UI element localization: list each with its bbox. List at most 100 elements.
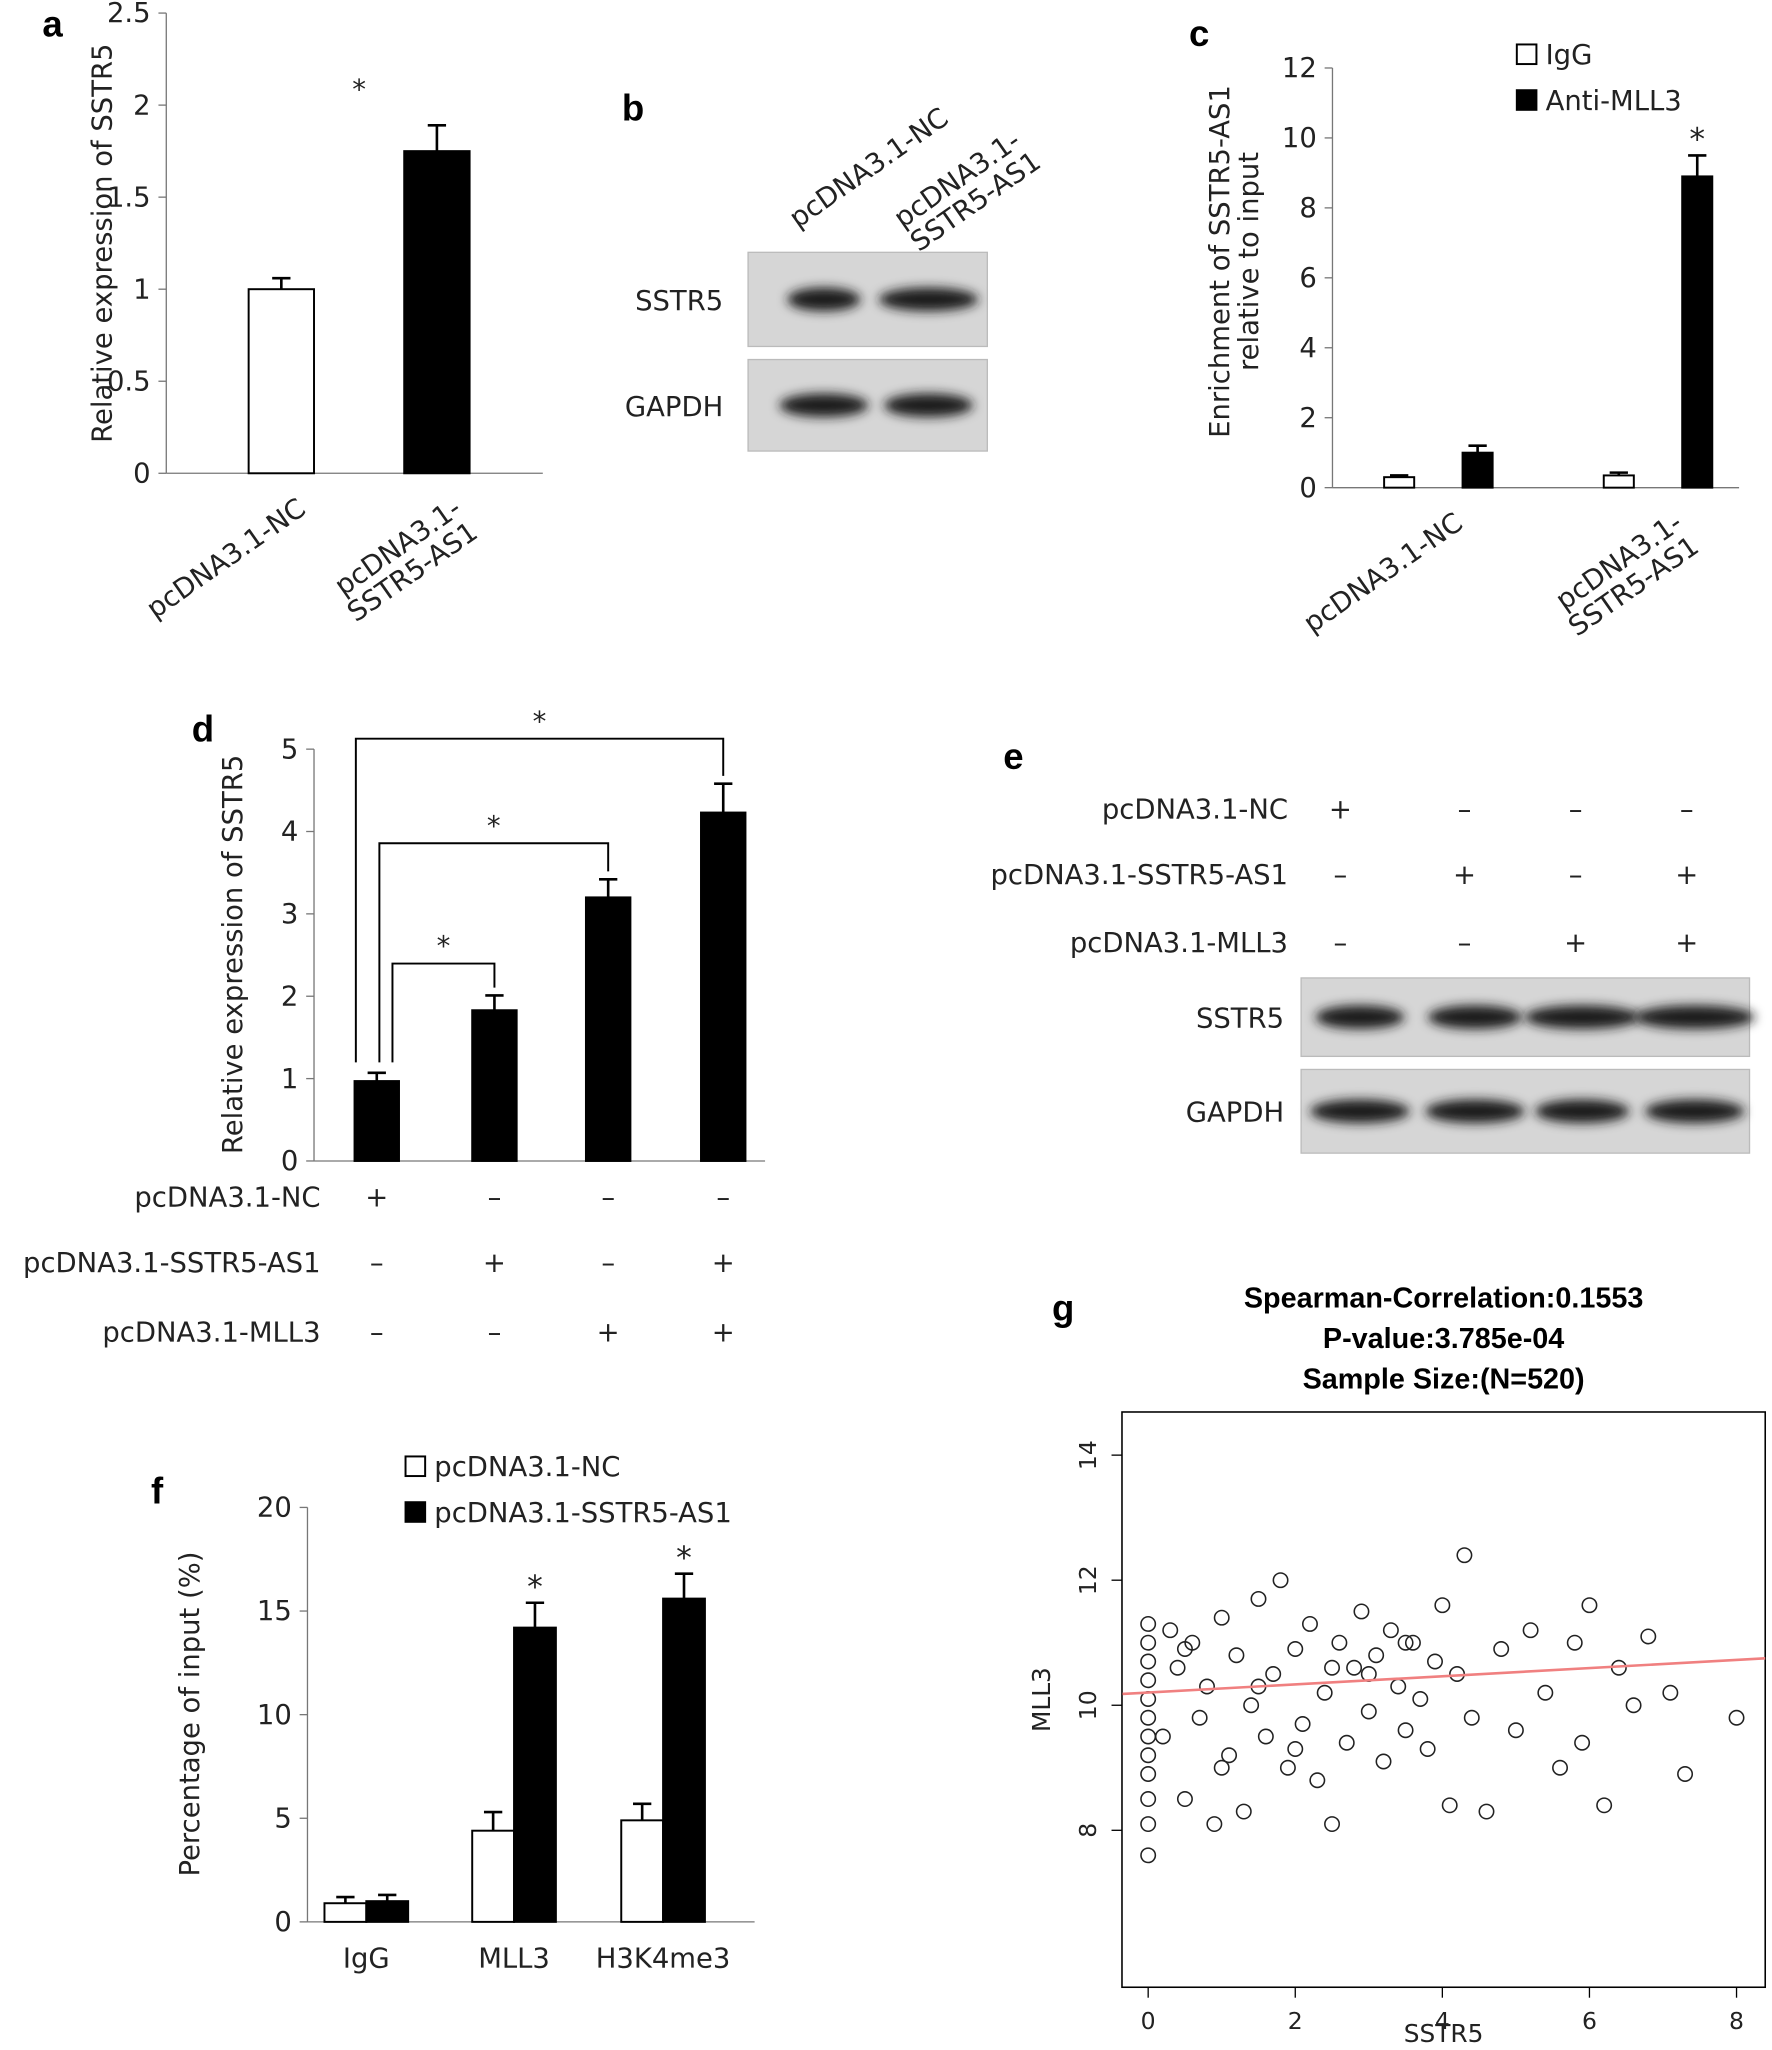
y-tick-label: 14 bbox=[1074, 1440, 1102, 1470]
y-tick-label: 2 bbox=[281, 981, 298, 1012]
panel-letter: c bbox=[1189, 13, 1209, 54]
point bbox=[1213, 1609, 1230, 1626]
point bbox=[1294, 1716, 1311, 1732]
condition-sign: – bbox=[370, 1317, 384, 1348]
x-tick-label: 0 bbox=[1141, 2007, 1156, 2035]
bar bbox=[353, 1080, 400, 1162]
bar bbox=[1602, 474, 1635, 489]
x-tick-label: H3K4me3 bbox=[596, 1944, 731, 1975]
point bbox=[1552, 1759, 1569, 1776]
y-axis-label: Enrichment of SSTR5-AS1relative to input bbox=[1205, 85, 1265, 438]
legend-label: pcDNA3.1-SSTR5-AS1 bbox=[434, 1498, 732, 1529]
protein-band bbox=[1535, 1099, 1630, 1124]
panel-letter: d bbox=[192, 708, 214, 749]
chart-title: Sample Size:(N=520) bbox=[1303, 1363, 1585, 1395]
point bbox=[1243, 1697, 1260, 1714]
significance: * bbox=[437, 932, 451, 963]
x-tick-label: pcDNA3.1-NC bbox=[1298, 507, 1468, 639]
significance: * bbox=[352, 75, 366, 106]
y-tick-label: 2 bbox=[1299, 403, 1316, 434]
point bbox=[1324, 1659, 1341, 1676]
plot-frame bbox=[1121, 1411, 1767, 1989]
y-tick-label: 8 bbox=[1074, 1823, 1102, 1838]
condition-sign: – bbox=[601, 1248, 615, 1279]
y-tick-label: 0 bbox=[133, 458, 150, 489]
point bbox=[1301, 1615, 1318, 1632]
point bbox=[1169, 1659, 1186, 1676]
condition-sign: – bbox=[1680, 794, 1694, 825]
y-tick-label: 0 bbox=[1299, 473, 1316, 504]
condition-label: pcDNA3.1-SSTR5-AS1 bbox=[23, 1248, 321, 1279]
y-tick-label: 5 bbox=[274, 1803, 291, 1834]
point bbox=[1537, 1684, 1554, 1701]
point bbox=[1382, 1622, 1399, 1639]
y-tick-label: 2 bbox=[133, 90, 150, 121]
point bbox=[1199, 1678, 1215, 1695]
condition-sign: + bbox=[712, 1317, 735, 1348]
point bbox=[1662, 1684, 1679, 1701]
y-tick-label: 5 bbox=[281, 734, 298, 765]
condition-sign: – bbox=[488, 1183, 502, 1214]
point bbox=[1279, 1759, 1296, 1776]
point bbox=[1213, 1759, 1230, 1776]
point bbox=[1140, 1791, 1157, 1808]
point bbox=[1154, 1728, 1171, 1745]
bar bbox=[662, 1597, 706, 1923]
point bbox=[1353, 1603, 1370, 1620]
condition-label: pcDNA3.1-NC bbox=[134, 1183, 320, 1214]
point bbox=[1265, 1666, 1282, 1682]
point bbox=[1287, 1741, 1304, 1757]
y-tick-label: 15 bbox=[257, 1596, 292, 1627]
point bbox=[1272, 1572, 1289, 1589]
point bbox=[1566, 1634, 1583, 1651]
bar bbox=[620, 1819, 665, 1923]
bar bbox=[365, 1900, 410, 1923]
point bbox=[1140, 1615, 1157, 1632]
panel-letter: f bbox=[151, 1471, 164, 1512]
comparison-bracket bbox=[378, 842, 610, 1063]
y-axis-label: Relative expression of SSTR5 bbox=[218, 755, 249, 1154]
y-tick-label: 0.5 bbox=[107, 366, 151, 397]
point bbox=[1728, 1709, 1745, 1726]
point bbox=[1316, 1684, 1333, 1701]
protein-band bbox=[787, 287, 861, 312]
point bbox=[1493, 1640, 1510, 1657]
y-tick-label: 12 bbox=[1282, 53, 1317, 84]
x-tick-label: pcDNA3.1-SSTR5-AS1 bbox=[326, 493, 484, 629]
condition-sign: – bbox=[1333, 928, 1347, 959]
condition-sign: – bbox=[1458, 794, 1472, 825]
point bbox=[1640, 1628, 1657, 1645]
point bbox=[1368, 1647, 1385, 1664]
x-tick-label: 6 bbox=[1582, 2007, 1597, 2035]
y-tick-label: 8 bbox=[1299, 193, 1316, 224]
legend-swatch bbox=[404, 1455, 427, 1478]
point bbox=[1596, 1797, 1613, 1814]
point bbox=[1360, 1703, 1377, 1720]
condition-sign: + bbox=[1329, 794, 1352, 825]
point bbox=[1140, 1634, 1157, 1651]
point bbox=[1140, 1653, 1157, 1670]
protein-band bbox=[779, 393, 869, 418]
point bbox=[1206, 1816, 1223, 1833]
bar bbox=[1681, 175, 1714, 489]
y-tick-label: 1 bbox=[133, 274, 150, 305]
protein-band bbox=[1634, 1005, 1755, 1029]
significance: * bbox=[487, 811, 501, 842]
point bbox=[1140, 1709, 1157, 1726]
significance: * bbox=[1689, 122, 1705, 158]
bar bbox=[700, 811, 747, 1162]
point bbox=[1677, 1766, 1694, 1783]
bar bbox=[403, 150, 471, 475]
bar bbox=[1461, 451, 1494, 489]
condition-sign: + bbox=[597, 1317, 620, 1348]
x-tick-label: IgG bbox=[343, 1944, 390, 1975]
panel-letter: e bbox=[1003, 736, 1023, 777]
point bbox=[1250, 1590, 1267, 1607]
legend-label: IgG bbox=[1546, 40, 1593, 71]
point bbox=[1346, 1659, 1363, 1676]
protein-band bbox=[884, 393, 973, 418]
y-tick-label: 1 bbox=[281, 1064, 298, 1095]
point bbox=[1140, 1766, 1157, 1783]
y-axis-label: Percentage of input (%) bbox=[175, 1551, 206, 1876]
